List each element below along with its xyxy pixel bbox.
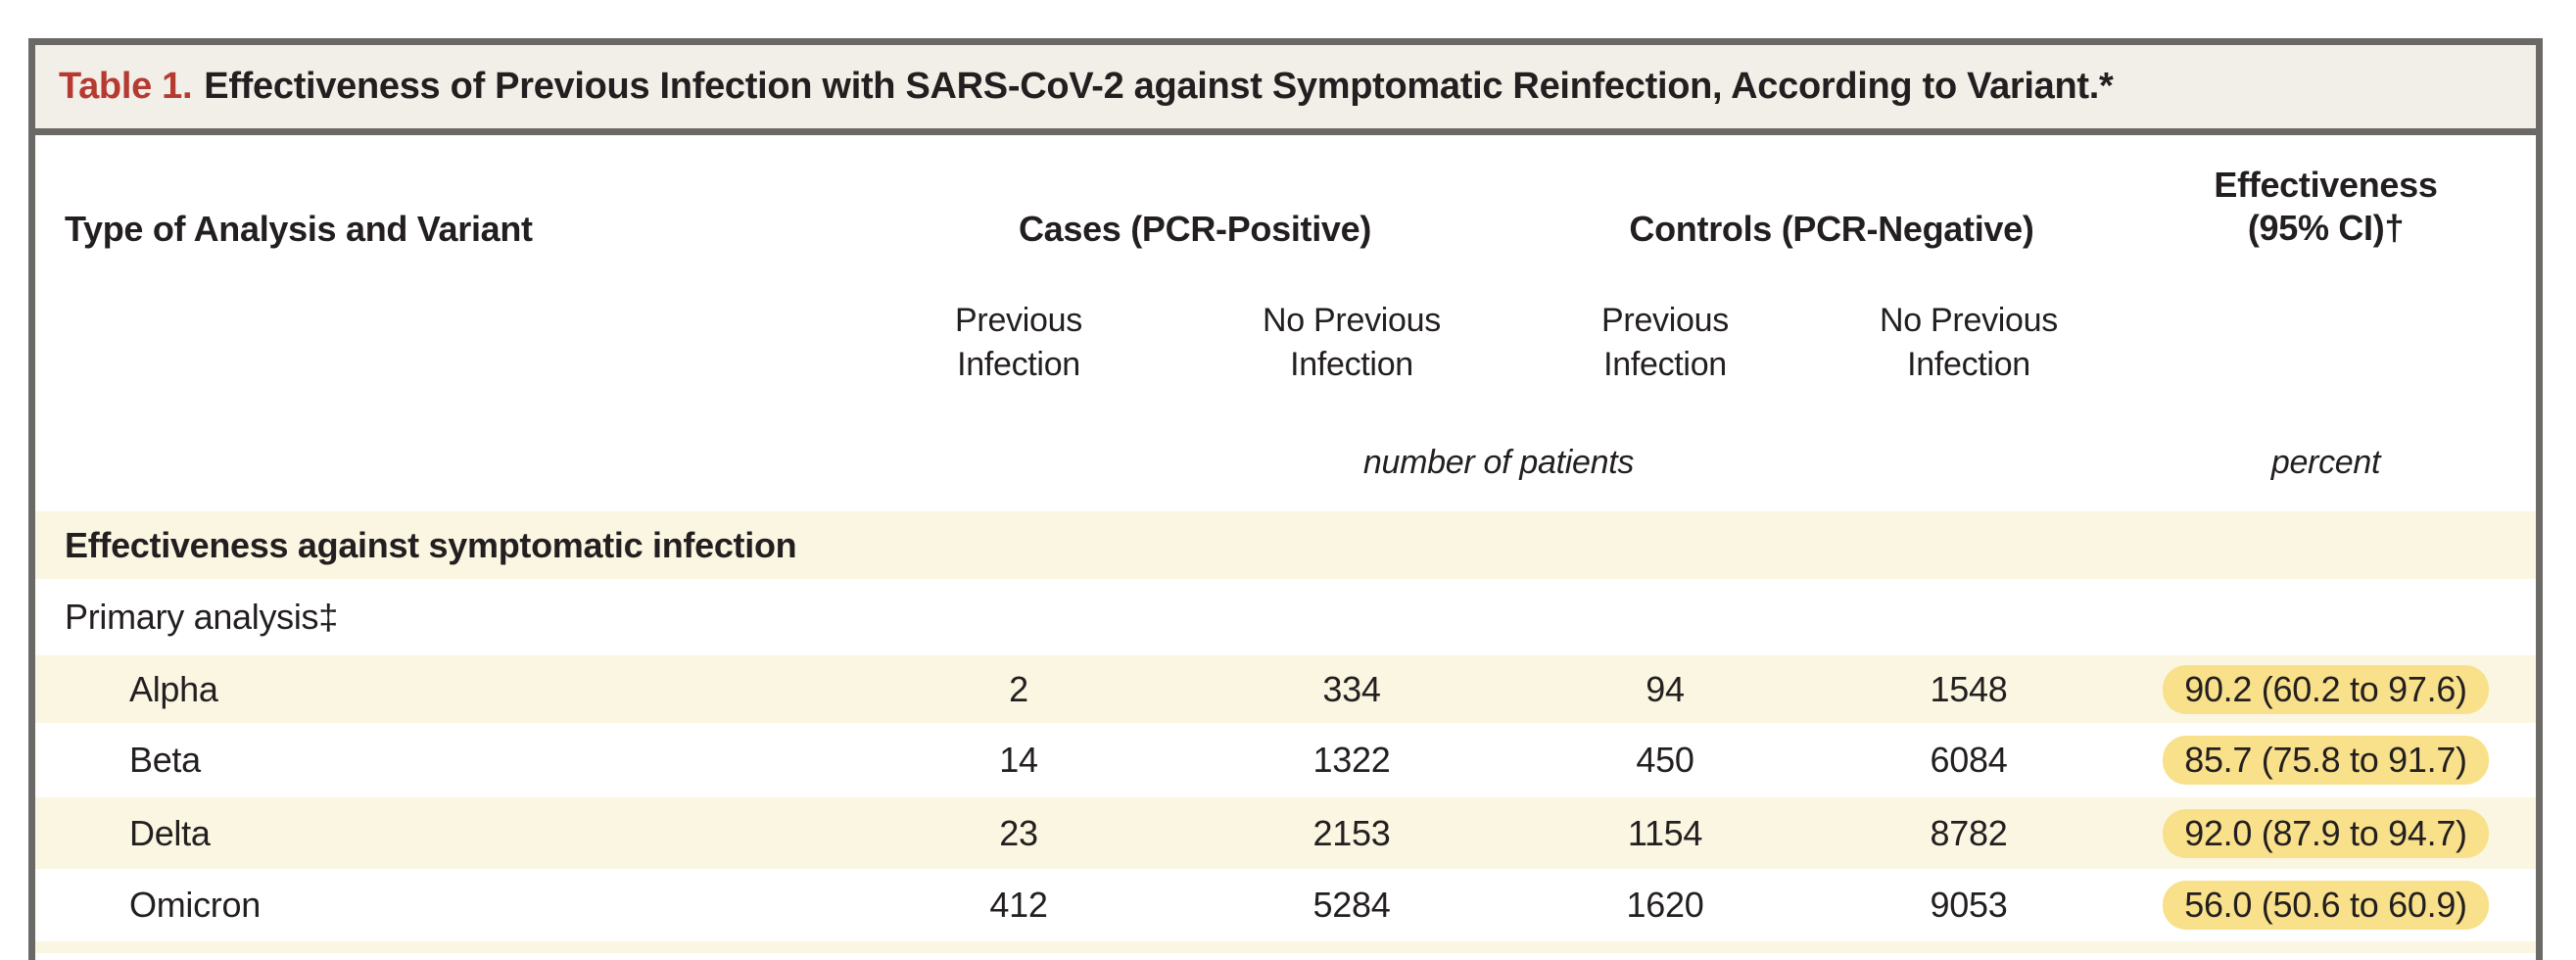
controls-no-previous-value: 8782 — [1930, 812, 2008, 853]
controls-previous-value: 450 — [1636, 740, 1694, 780]
journal-table: Table 1. Effectiveness of Previous Infec… — [28, 38, 2543, 960]
effectiveness-highlight: 56.0 (50.6 to 60.9) — [2163, 881, 2489, 930]
column-header-effectiveness: Effectiveness (95% CI)† — [2135, 164, 2536, 250]
subsection-label: Primary analysis‡ — [65, 597, 338, 637]
column-group-cases: Cases (PCR-Positive) — [1018, 209, 1372, 249]
controls-no-previous-value: 1548 — [1930, 668, 2008, 709]
controls-previous-value: 94 — [1646, 668, 1685, 709]
section-header-row: Effectiveness against symptomatic infect… — [35, 511, 2536, 579]
effectiveness-highlight: 85.7 (75.8 to 91.7) — [2163, 736, 2489, 785]
subheader-controls-no-previous-infection: No Previous Infection — [1880, 302, 2058, 383]
cases-previous-value: 23 — [999, 812, 1038, 853]
subheader-cases-no-previous-infection: No Previous Infection — [1263, 302, 1441, 383]
cases-no-previous-value: 5284 — [1312, 885, 1391, 925]
table-header: Type of Analysis and Variant Cases (PCR-… — [35, 135, 2536, 511]
controls-no-previous-value: 6084 — [1930, 740, 2008, 780]
cases-no-previous-value: 2153 — [1312, 812, 1391, 853]
table-row-alpha: Alpha 2 334 94 1548 90.2 (60.2 to 97.6) — [35, 655, 2536, 723]
section-header-label: Effectiveness against symptomatic infect… — [65, 524, 797, 565]
controls-previous-value: 1620 — [1626, 885, 1704, 925]
cases-previous-value: 2 — [1009, 668, 1028, 709]
table-title-text: Effectiveness of Previous Infection with… — [204, 66, 2114, 107]
effectiveness-cell: 90.2 (60.2 to 97.6) — [2135, 664, 2536, 714]
variant-name: Delta — [129, 812, 211, 853]
subsection-row: Primary analysis‡ — [35, 579, 2536, 655]
controls-no-previous-value: 9053 — [1930, 885, 2008, 925]
effectiveness-cell: 85.7 (75.8 to 91.7) — [2135, 736, 2536, 785]
partial-next-row-stripe — [35, 941, 2536, 953]
cases-no-previous-value: 334 — [1322, 668, 1381, 709]
table-row-delta: Delta 23 2153 1154 8782 92.0 (87.9 to 94… — [35, 797, 2536, 869]
table-title-bar: Table 1. Effectiveness of Previous Infec… — [35, 45, 2536, 135]
effectiveness-cell: 56.0 (50.6 to 60.9) — [2135, 881, 2536, 930]
table-row-beta: Beta 14 1322 450 6084 85.7 (75.8 to 91.7… — [35, 723, 2536, 797]
controls-previous-value: 1154 — [1627, 812, 1703, 853]
subheader-cases-previous-infection: Previous Infection — [955, 302, 1082, 383]
effectiveness-highlight: 92.0 (87.9 to 94.7) — [2163, 808, 2489, 858]
column-header-type-of-analysis: Type of Analysis and Variant — [65, 209, 533, 249]
units-label-percent: percent — [2270, 444, 2381, 481]
units-label-number-of-patients: number of patients — [1362, 444, 1635, 481]
variant-name: Omicron — [129, 885, 261, 925]
effectiveness-highlight: 90.2 (60.2 to 97.6) — [2163, 664, 2489, 714]
subheader-controls-previous-infection: Previous Infection — [1601, 302, 1729, 383]
effectiveness-cell: 92.0 (87.9 to 94.7) — [2135, 808, 2536, 858]
effectiveness-header-line2: (95% CI)† — [2247, 208, 2405, 248]
table-row-omicron: Omicron 412 5284 1620 9053 56.0 (50.6 to… — [35, 869, 2536, 941]
variant-name: Alpha — [129, 668, 218, 709]
effectiveness-header-line1: Effectiveness — [2214, 165, 2438, 205]
column-group-controls: Controls (PCR-Negative) — [1629, 209, 2034, 249]
cases-previous-value: 412 — [989, 885, 1048, 925]
cases-no-previous-value: 1322 — [1312, 740, 1391, 780]
cases-previous-value: 14 — [999, 740, 1038, 780]
variant-name: Beta — [129, 740, 201, 780]
table-number-label: Table 1. — [59, 66, 193, 107]
